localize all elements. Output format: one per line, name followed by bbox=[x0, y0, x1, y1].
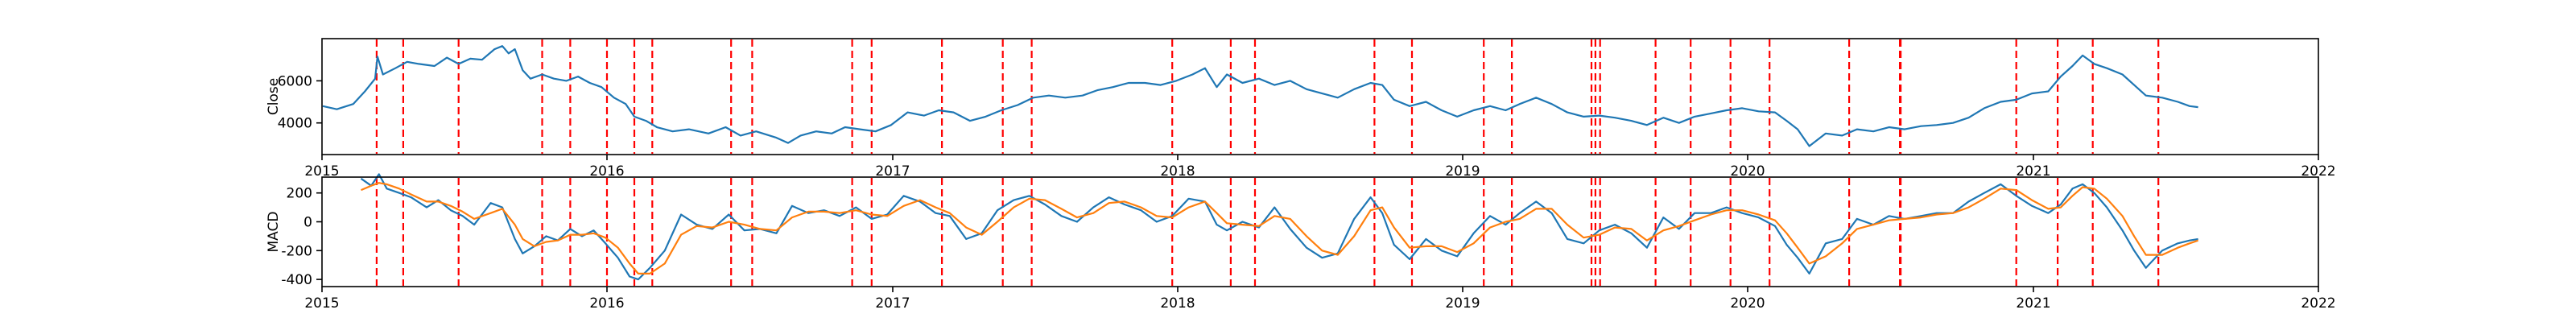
x-tick-label: 2020 bbox=[1730, 163, 1765, 180]
x-tick-label: 2016 bbox=[589, 163, 624, 180]
y-tick-label: -200 bbox=[281, 243, 312, 259]
close-panel-series bbox=[322, 45, 2198, 147]
macd-panel: -400 -200 0 200 2015 2016 2017 2018 2019 2020 202… bbox=[266, 173, 2336, 312]
macd-line bbox=[360, 173, 2198, 281]
macd-panel-y-axis-label: MACD bbox=[266, 212, 282, 253]
macd-panel-series bbox=[360, 173, 2198, 281]
close-panel-frame bbox=[321, 38, 2319, 155]
x-tick-label: 2019 bbox=[1445, 295, 1480, 312]
macd-panel-y-ticks: -400 -200 0 200 bbox=[281, 186, 322, 288]
close-panel-y-axis-label: Close bbox=[266, 78, 282, 115]
x-tick-label: 2022 bbox=[2301, 163, 2335, 180]
y-tick-label: 200 bbox=[287, 186, 312, 202]
x-tick-label: 2015 bbox=[304, 295, 339, 312]
x-tick-label: 2017 bbox=[875, 163, 910, 180]
x-tick-label: 2019 bbox=[1445, 163, 1480, 180]
close-price-panel: 4000 6000 2015 2016 2017 2018 2019 2020 2021 202… bbox=[266, 38, 2336, 180]
y-tick-label: 6000 bbox=[278, 73, 312, 89]
y-tick-label: 0 bbox=[303, 215, 312, 231]
x-tick-label: 2020 bbox=[1730, 295, 1765, 312]
close-panel-event-markers bbox=[375, 39, 2160, 154]
close-line bbox=[322, 45, 2198, 147]
close-panel-y-ticks: 4000 6000 bbox=[278, 73, 322, 132]
x-tick-label: 2016 bbox=[589, 295, 624, 312]
signal-line bbox=[361, 182, 2198, 275]
x-tick-label: 2021 bbox=[2016, 163, 2050, 180]
x-tick-label: 2022 bbox=[2301, 295, 2335, 312]
macd-panel-frame bbox=[321, 176, 2319, 287]
macd-panel-event-markers bbox=[375, 178, 2160, 286]
x-tick-label: 2015 bbox=[304, 163, 339, 180]
y-tick-label: -400 bbox=[281, 272, 312, 288]
x-tick-label: 2018 bbox=[1160, 163, 1195, 180]
close-panel-x-ticks: 2015 2016 2017 2018 2019 2020 2021 2022 bbox=[304, 155, 2336, 180]
y-tick-label: 4000 bbox=[278, 116, 312, 132]
macd-panel-x-ticks: 2015 2016 2017 2018 2019 2020 2021 2022 bbox=[304, 287, 2336, 312]
x-tick-label: 2018 bbox=[1160, 295, 1195, 312]
x-tick-label: 2017 bbox=[875, 295, 910, 312]
x-tick-label: 2021 bbox=[2016, 295, 2050, 312]
